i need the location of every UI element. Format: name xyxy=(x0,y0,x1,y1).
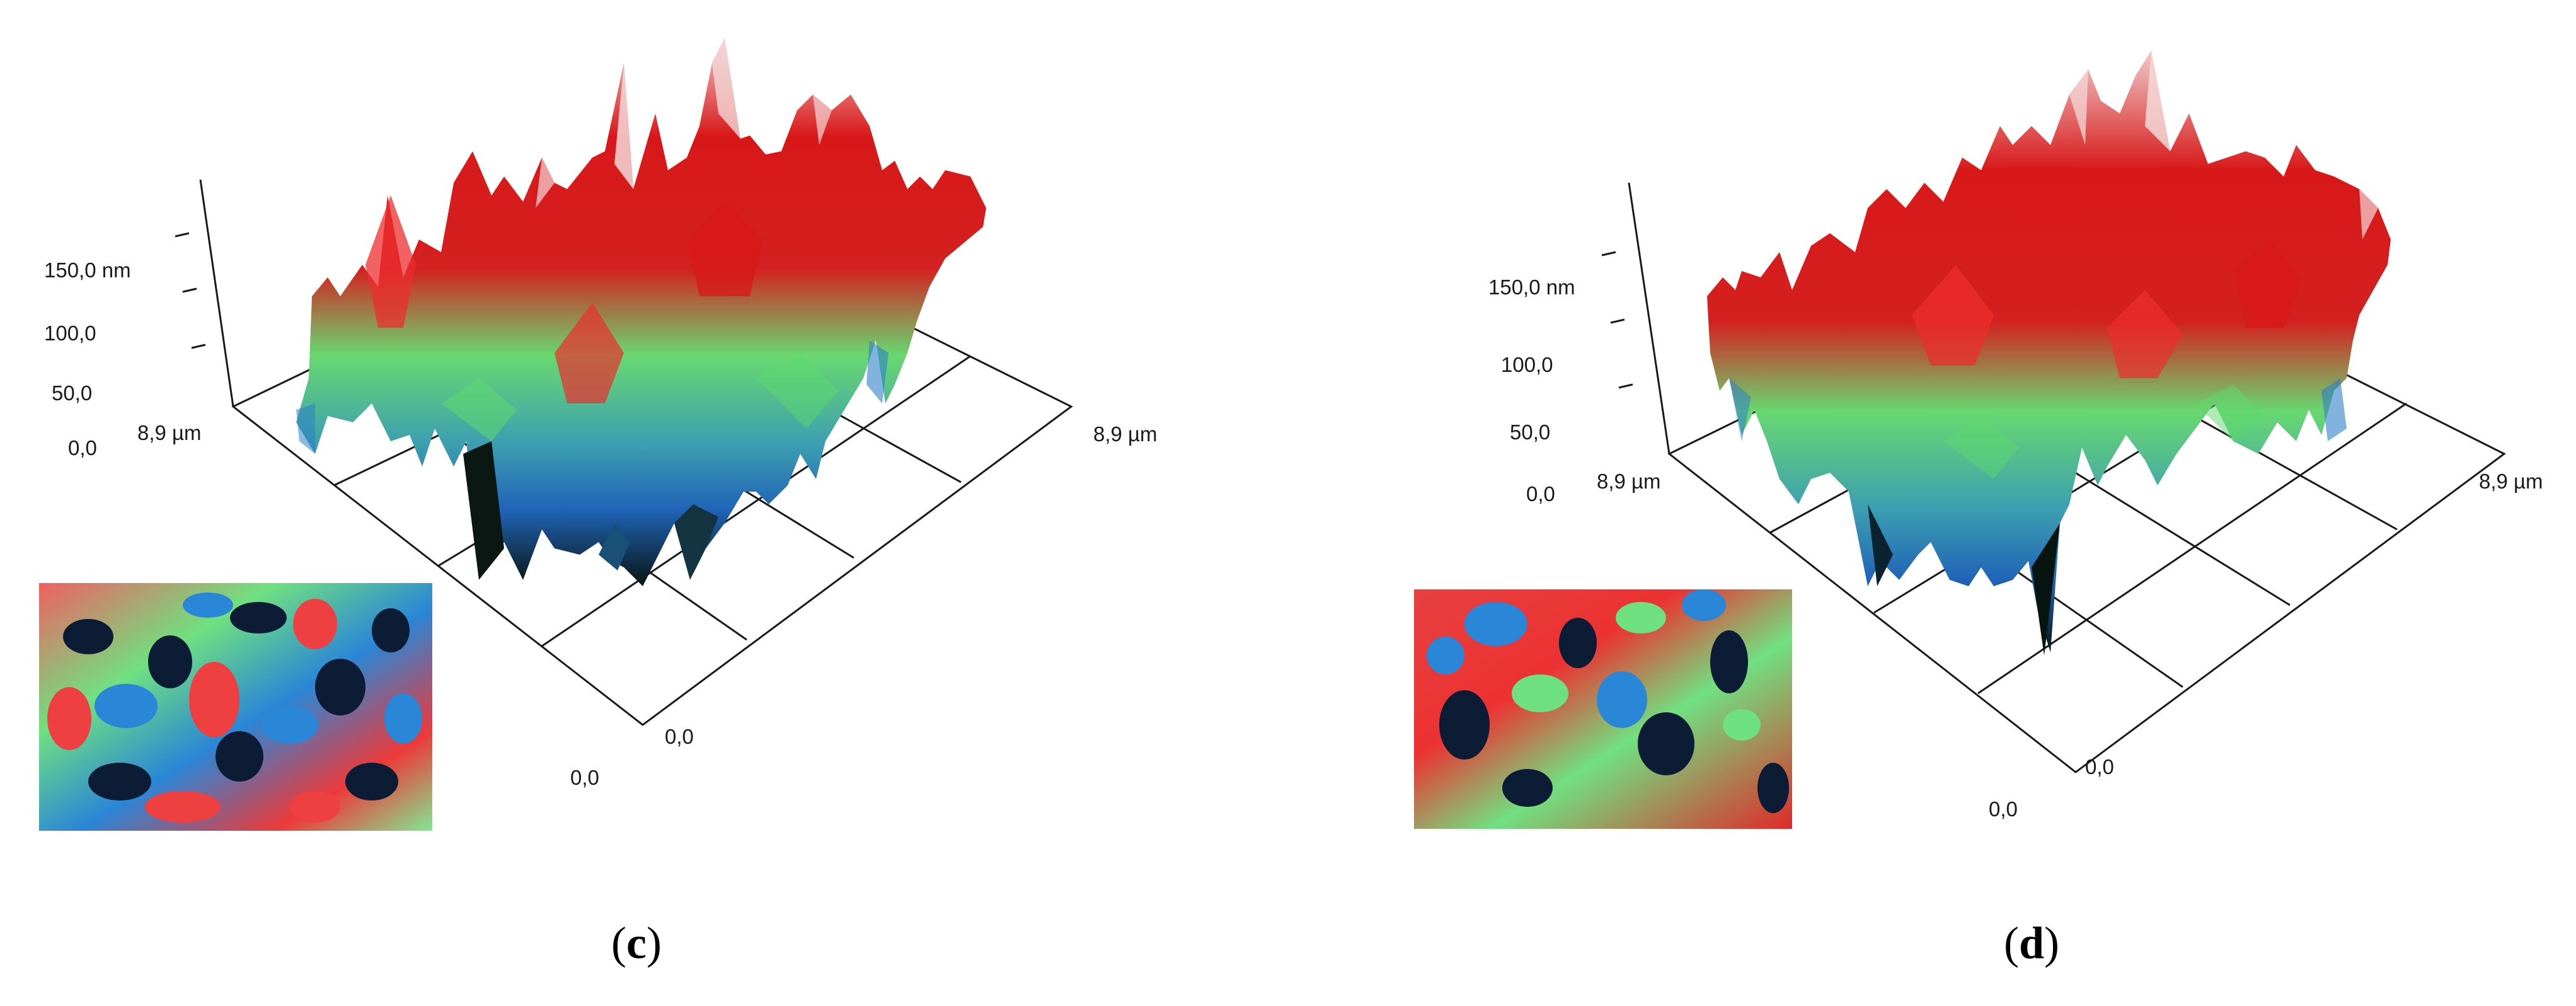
z-tick-label-100: 100,0 xyxy=(1501,353,1553,376)
panel-caption-c: (c) xyxy=(611,918,662,968)
z-tick-label-0: 0,0 xyxy=(68,436,97,460)
z-tick-label-50: 50,0 xyxy=(1510,420,1550,444)
afm-3d-plot-c: 0,0 50,0 100,0 150,0 nm 8,9 µm 8,9 µm 0,… xyxy=(39,38,1158,831)
z-tick-label-150: 150,0 nm xyxy=(44,258,131,282)
z-tick-label-150: 150,0 nm xyxy=(1488,275,1575,299)
x-axis-far-label: 8,9 µm xyxy=(1093,422,1158,446)
z-axis xyxy=(1601,182,1670,454)
surface-3d xyxy=(296,38,986,586)
afm-panel-c: 0,0 50,0 100,0 150,0 nm 8,9 µm 8,9 µm 0,… xyxy=(39,38,1158,968)
origin-label-left: 0,0 xyxy=(570,766,599,789)
z-axis xyxy=(175,179,234,407)
z-tick-label-50: 50,0 xyxy=(52,381,92,405)
inset-topography-map xyxy=(39,583,432,831)
inset-topography-map xyxy=(1414,589,1792,829)
x-axis-far-label: 8,9 µm xyxy=(2479,470,2543,493)
surface-3d xyxy=(1707,50,2391,656)
panel-caption-d: (d) xyxy=(2003,918,2059,968)
y-axis-far-label: 8,9 µm xyxy=(137,421,202,444)
afm-panel-d: 0,0 50,0 100,0 150,0 nm 8,9 µm 8,9 µm 0,… xyxy=(1288,0,2576,1006)
z-tick-label-0: 0,0 xyxy=(1526,482,1555,506)
afm-3d-plot-d: 0,0 50,0 100,0 150,0 nm 8,9 µm 8,9 µm 0,… xyxy=(1414,50,2543,829)
z-tick-label-100: 100,0 xyxy=(44,321,96,345)
y-axis-far-label: 8,9 µm xyxy=(1597,470,1661,493)
origin-label-left: 0,0 xyxy=(1989,797,2018,821)
origin-label-right: 0,0 xyxy=(665,725,694,748)
origin-label-right: 0,0 xyxy=(2085,755,2114,778)
